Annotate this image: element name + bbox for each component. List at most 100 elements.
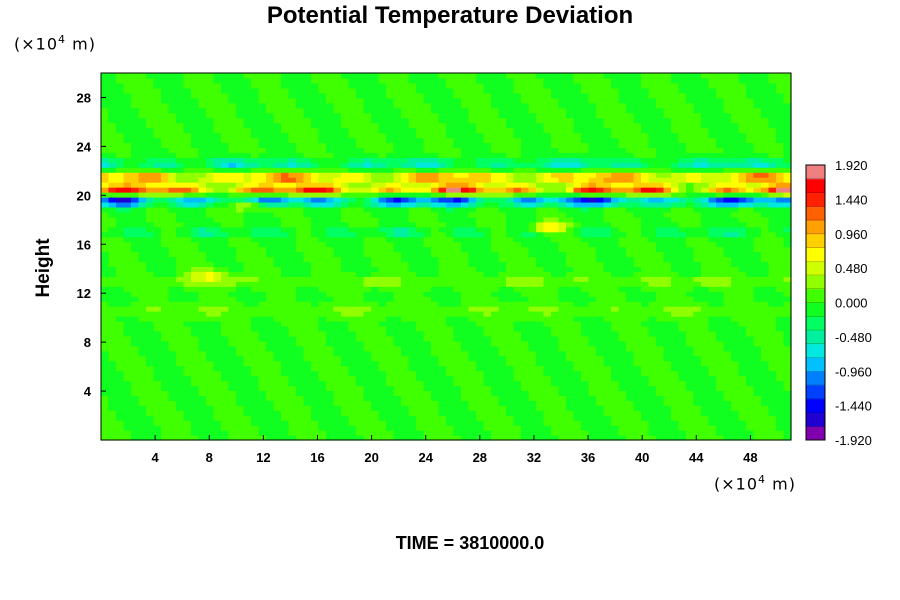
heatmap-cell [251,246,260,253]
heatmap-cell [116,311,125,317]
heatmap-cell [536,236,545,243]
heatmap-cell [723,415,732,421]
heatmap-cell [311,390,320,396]
heatmap-cell [288,281,297,287]
heatmap-cell [776,365,785,372]
heatmap-cell [663,316,672,322]
heatmap-cell [266,211,275,218]
heatmap-cell [498,340,507,347]
heatmap-cell [101,182,110,188]
heatmap-cell [333,350,342,357]
heatmap-cell [581,390,590,396]
heatmap-cell [768,251,777,258]
heatmap-cell [468,251,477,258]
heatmap-cell [536,251,545,258]
heatmap-cell [708,192,717,198]
heatmap-cell [348,420,357,426]
heatmap-cell [401,330,410,337]
heatmap-cell [146,330,155,337]
heatmap-cell [281,187,290,193]
heatmap-cell [161,430,170,436]
heatmap-cell [513,400,522,406]
heatmap-cell [281,201,290,208]
heatmap-cell [483,311,492,317]
heatmap-cell [273,365,282,372]
heatmap-cell [326,286,335,292]
heatmap-cell [183,330,192,337]
heatmap-cell [191,306,200,312]
heatmap-cell [153,395,162,401]
heatmap-cell [198,261,207,268]
heatmap-cell [566,291,575,297]
heatmap-cell [468,380,477,387]
heatmap-cell [356,281,365,287]
heatmap-cell [243,320,252,327]
heatmap-cell [633,301,642,307]
heatmap-cell [401,206,410,213]
heatmap-cell [258,405,267,411]
heatmap-cell [101,196,110,203]
heatmap-cell [528,306,537,312]
heatmap-cell [393,325,402,332]
heatmap-cell [626,226,635,233]
heatmap-cell [168,172,177,178]
heatmap-cell [348,390,357,396]
heatmap-cell [273,325,282,332]
heatmap-cell [266,182,275,188]
heatmap-cell [581,291,590,297]
heatmap-cell [731,231,740,238]
heatmap-cell [161,236,170,243]
heatmap-cell [506,211,515,218]
heatmap-cell [708,231,717,238]
heatmap-cell [273,410,282,416]
heatmap-cell [461,380,470,387]
heatmap-cell [701,201,710,208]
heatmap-cell [693,320,702,327]
heatmap-cell [461,400,470,406]
heatmap-cell [536,350,545,357]
heatmap-cell [153,425,162,431]
heatmap-cell [701,375,710,382]
heatmap-cell [753,325,762,332]
heatmap-cell [431,291,440,297]
heatmap-cell [678,251,687,258]
heatmap-cell [618,365,627,372]
heatmap-cell [108,216,117,223]
heatmap-cell [581,435,590,441]
heatmap-cell [618,177,627,183]
heatmap-cell [753,405,762,411]
heatmap-cell [386,182,395,188]
heatmap-cell [348,187,357,193]
heatmap-cell [753,355,762,362]
heatmap-cell [776,276,785,282]
heatmap-cell [138,325,147,332]
heatmap-cell [753,410,762,416]
heatmap-cell [648,385,657,392]
heatmap-cell [138,192,147,198]
heatmap-cell [446,330,455,337]
heatmap-cell [131,231,140,238]
heatmap-cell [318,201,327,208]
heatmap-cell [101,261,110,268]
heatmap-cell [206,390,215,396]
heatmap-cell [701,276,710,282]
heatmap-cell [678,286,687,292]
heatmap-cell [633,216,642,223]
heatmap-cell [588,410,597,416]
heatmap-cell [663,211,672,218]
heatmap-cell [393,370,402,377]
heatmap-cell [221,350,230,357]
heatmap-cell [333,271,342,277]
heatmap-cell [468,311,477,317]
heatmap-cell [371,355,380,362]
heatmap-cell [296,182,305,188]
heatmap-cell [596,236,605,243]
heatmap-cell [138,216,147,223]
heatmap-cell [341,281,350,287]
heatmap-cell [183,301,192,307]
heatmap-cell [131,261,140,268]
heatmap-cell [146,400,155,406]
heatmap-cell [386,316,395,322]
heatmap-cell [663,296,672,302]
heatmap-cell [296,177,305,183]
